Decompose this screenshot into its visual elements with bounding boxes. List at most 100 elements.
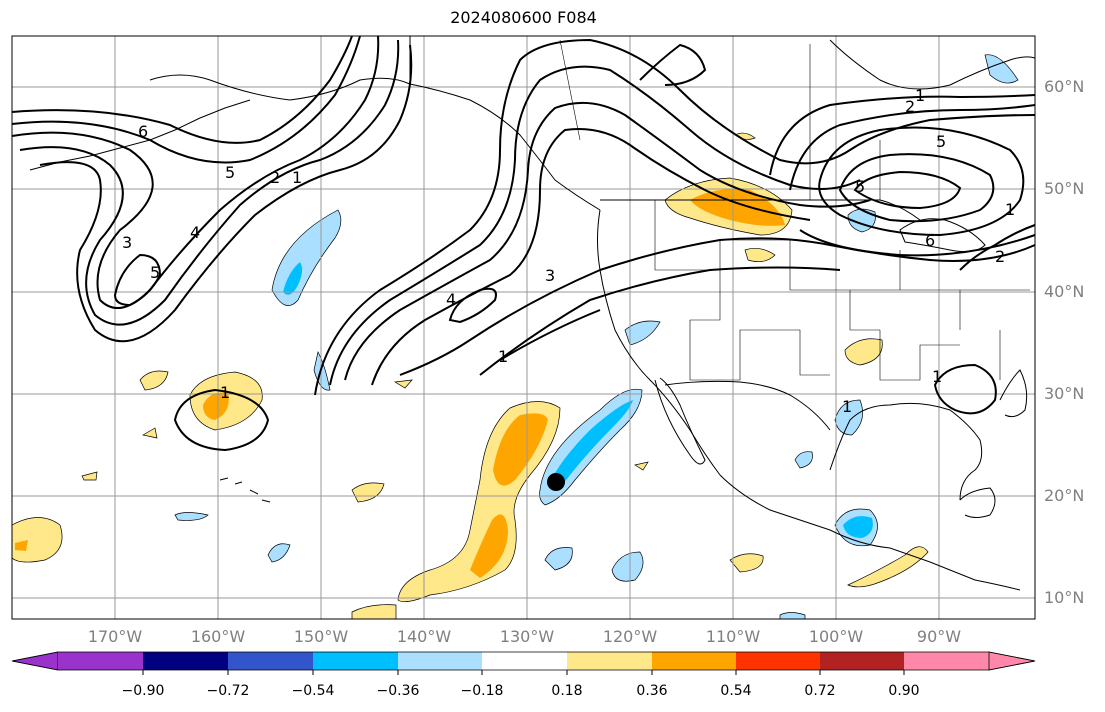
colorbar-extend-high [988,651,1036,671]
fill-blue-core [843,516,873,538]
fill-blue-region [834,399,863,436]
contour-label: 1 [842,397,852,416]
colorbar-segment [313,652,398,670]
west-coast [597,209,1021,591]
contour-line [448,287,497,324]
contour-line [838,153,995,223]
colorbar-segment [58,652,143,670]
contour-line [11,35,353,144]
colorbar-tick-label: 0.54 [720,683,752,699]
colorbar [11,651,1036,675]
contour-label: 4 [446,290,456,309]
fill-blue-region [544,547,573,571]
colorbar-tick-label: 0.90 [888,683,920,699]
lon-label-100w: 100°W [808,627,864,646]
florida [999,369,1028,418]
contour-line [19,39,400,326]
graticule [12,36,1035,619]
contour-line [314,38,1036,396]
colorbar-tick-label: 0.36 [636,683,668,699]
lon-label-140w: 140°W [396,627,452,646]
contour-line [399,237,1036,376]
fill-yellow-region [393,379,413,389]
lat-label-10n: 10°N [1044,588,1085,607]
fill-blue-region [984,54,1019,84]
fill-orange-region [493,413,548,486]
lon-label-160w: 160°W [190,627,246,646]
colorbar-segment [228,652,313,670]
lat-label-60n: 60°N [1044,77,1085,96]
contour-label: 5 [150,263,160,282]
fill-yellow-region [351,604,397,620]
contour-line [113,253,162,307]
fill-blue-region [267,543,291,563]
colorbar-segment [482,652,567,670]
fill-yellow-region [139,370,169,391]
colorbar-segment [143,652,228,670]
contour-line [173,388,270,452]
contour-label-group: 1 2 5 6 5 2 1 3 4 5 4 3 1 1 1 1 5 6 1 2 [122,86,1015,416]
contour-label: 2 [905,97,915,116]
lat-label-20n: 20°N [1044,486,1085,505]
colorbar-segment [820,652,904,670]
contour-line [818,126,1025,237]
fill-yellow-region [729,553,764,573]
colorbar-tick-label: −0.36 [376,683,420,699]
fill-blue-region [794,451,813,469]
contour-label: 1 [220,383,230,402]
contour-label: 1 [1005,200,1015,219]
fill-orange-region [15,540,28,551]
lat-label-50n: 50°N [1044,179,1085,198]
fill-yellow-region [744,248,776,262]
great-lakes [899,218,986,253]
contour-line [11,35,361,164]
fill-blue-core [283,262,303,295]
fill-yellow-region [351,482,385,503]
colorbar-segment [736,652,820,670]
fill-yellow-region [142,427,158,439]
contour-label: 5 [855,177,865,196]
contour-label: 6 [138,122,148,141]
colorbar-tick-label: 0.18 [551,683,583,699]
contour-label: 3 [122,233,132,252]
fill-blue-region [779,612,806,620]
lon-label-130w: 130°W [499,627,555,646]
fill-yellow-region [81,471,98,481]
yucatan [959,487,996,518]
contour-label: 1 [932,367,942,386]
anomaly-fills [11,54,1019,620]
colorbar-extend-low [11,651,59,671]
fill-orange-region [690,189,785,226]
contour-label: 4 [190,223,200,242]
colorbar-tick-label: −0.54 [291,683,335,699]
lat-label-30n: 30°N [1044,384,1085,403]
lon-label-150w: 150°W [293,627,349,646]
lon-label-90w: 90°W [916,627,962,646]
fill-yellow-region [844,338,883,366]
contour-line [959,224,1036,271]
contour-label: 6 [925,231,935,250]
colorbar-segment [567,652,652,670]
lat-label-40n: 40°N [1044,282,1085,301]
contour-line [371,128,811,386]
map-title: 2024080600 F084 [450,8,597,27]
fill-blue-core [548,400,633,488]
fill-blue-region [624,320,661,346]
contour-label: 5 [225,163,235,182]
contour-line [329,65,861,386]
hawaii [219,477,271,503]
colorbar-tick-label: −0.72 [206,683,250,699]
hudson-coast [829,39,1036,90]
contour-line [799,229,1036,257]
colorbar-tick-label: −0.90 [121,683,165,699]
contour-line [344,101,871,381]
contour-line [789,104,1036,191]
contour-label: 2 [995,247,1005,266]
gulf-coast [829,402,983,501]
contour-line [639,43,707,86]
contour-line [769,94,1036,176]
colorbar-outline [11,651,1036,671]
colorbar-tick-label: 0.72 [804,683,836,699]
contour-line [479,266,841,376]
